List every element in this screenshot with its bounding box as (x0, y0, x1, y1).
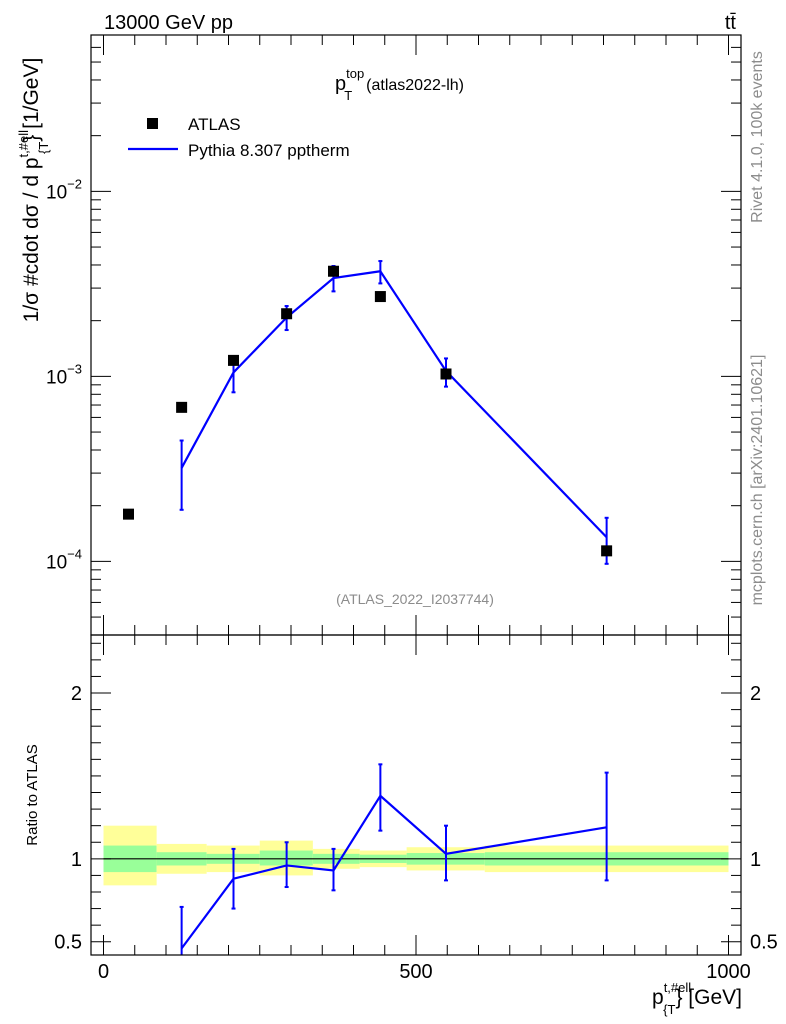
x-label-sub: {T (663, 1002, 675, 1017)
mc-series-ratio (179, 763, 609, 955)
mc-line (180, 270, 608, 539)
plot-title: ptop T (atlas2022-lh) (335, 66, 464, 103)
main-y-label-pre: 1/σ #cdot dσ / d p (20, 157, 43, 322)
plot-title-tag: (atlas2022-lh) (366, 77, 464, 94)
ratio-y-tick-label-left: 2 (71, 683, 82, 705)
ratio-panel: 0.5 0.5 1 1 2 2 0 500 1000 (54, 634, 778, 983)
x-axis-label: pt,#ell {T} [GeV] (652, 980, 742, 1017)
main-y-tick-label: 10−2 (46, 176, 82, 203)
main-axis-ticks (91, 34, 741, 636)
data-point (176, 401, 188, 413)
ratio-x-tick-labels: 0 500 1000 (98, 961, 751, 983)
main-y-tick-label: 10−3 (46, 361, 82, 388)
ratio-y-tick-label-right: 0.5 (750, 932, 778, 954)
main-y-label-post: } [1/GeV] (20, 58, 43, 142)
ratio-y-axis-label: Ratio to ATLAS (24, 744, 41, 845)
mc-series-main (179, 260, 609, 565)
main-y-axis-label: 1/σ #cdot dσ / d pt,#ell {T} [1/GeV] (16, 58, 51, 323)
ratio-y-tick-label-left: 1 (71, 849, 82, 871)
data-series-markers (123, 265, 613, 557)
legend-data-label: ATLAS (188, 115, 241, 134)
ratio-panel-frame (90, 634, 742, 956)
data-point (440, 368, 452, 380)
analysis-id: (ATLAS_2022_I2037744) (336, 591, 494, 607)
data-point (328, 265, 339, 277)
main-y-tick-labels: 10−4 10−3 10−2 (46, 176, 82, 573)
energy-label: 13000 GeV pp (104, 12, 233, 34)
mcplots-info: mcplots.cern.ch [arXiv:2401.10621] (749, 355, 766, 606)
x-label-sup: t,#ell (664, 980, 692, 995)
ratio-y-tick-label-right: 1 (750, 849, 761, 871)
ratio-x-tick-label: 0 (98, 961, 109, 983)
process-label: tt̄ (725, 12, 737, 34)
ratio-uncertainty-bands (103, 825, 729, 886)
x-label-pre: p (652, 986, 664, 1009)
ratio-y-tick-labels: 0.5 0.5 1 1 2 2 (54, 683, 778, 954)
legend-mc-label: Pythia 8.307 pptherm (188, 141, 350, 160)
ratio-y-tick-label-right: 2 (750, 683, 761, 705)
data-point (601, 545, 613, 557)
plot-title-main: p (335, 73, 346, 95)
plot-title-sub: T (344, 88, 352, 103)
data-point (281, 308, 293, 320)
ratio-x-tick-label: 1000 (706, 961, 751, 983)
legend-data-marker (147, 118, 158, 129)
main-y-tick-label: 10−4 (46, 546, 82, 573)
data-point (228, 354, 239, 366)
x-label-post: } [GeV] (675, 986, 742, 1009)
ratio-axis-ticks (91, 635, 741, 955)
main-y-label-sup: t,#ell (16, 130, 31, 158)
legend: ATLAS Pythia 8.307 pptherm (128, 115, 350, 160)
main-y-label-sub: {T (36, 142, 51, 154)
data-point (374, 291, 386, 303)
ratio-x-tick-label: 500 (399, 961, 432, 983)
plot-title-sup: top (346, 66, 364, 81)
data-point (123, 508, 134, 520)
ratio-y-tick-label-left: 0.5 (54, 932, 82, 954)
rivet-info: Rivet 4.1.0, 100k events (749, 51, 766, 223)
